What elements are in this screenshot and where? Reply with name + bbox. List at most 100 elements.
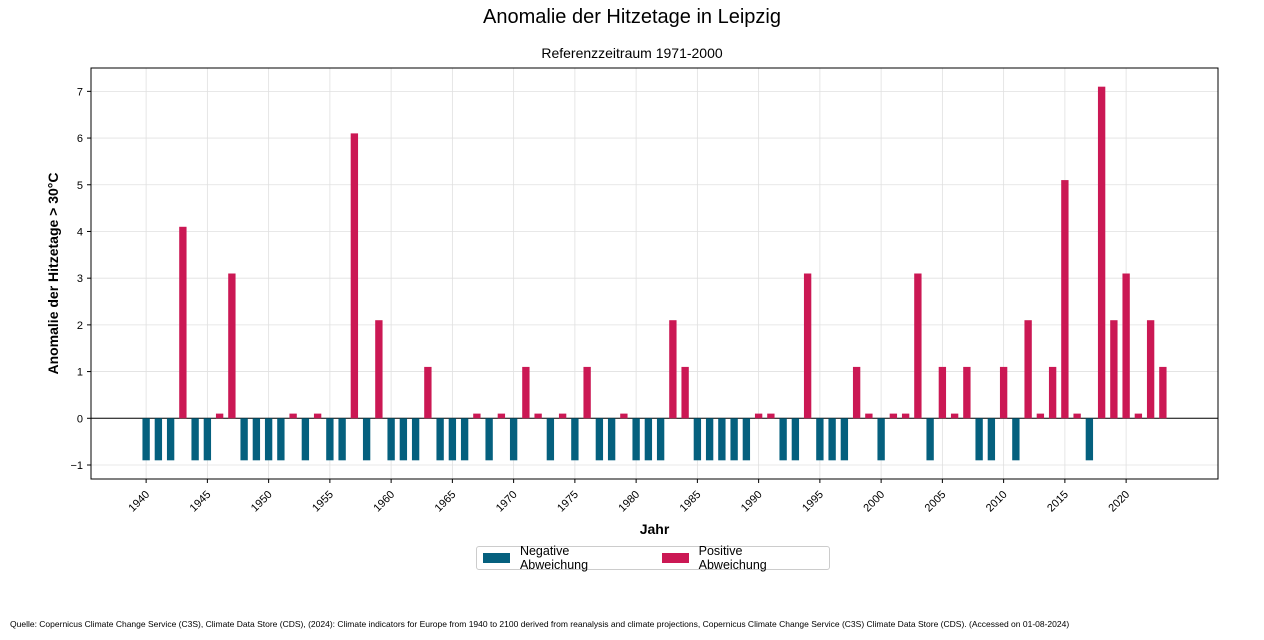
bar-negative-2009 [987, 418, 996, 461]
bar-positive-1946 [215, 413, 224, 419]
bar-negative-1996 [828, 418, 836, 461]
x-tick-label: 2020 [1106, 489, 1132, 515]
bar-positive-1991 [767, 413, 775, 419]
x-tick-label: 1955 [310, 489, 336, 515]
chart-suptitle: Anomalie der Hitzetage in Leipzig [483, 6, 781, 28]
bar-positive-1972 [534, 413, 542, 419]
plot-frame [90, 67, 1219, 480]
bar-positive-2018 [1097, 86, 1106, 419]
bar-negative-1955 [326, 418, 334, 461]
legend-swatch-negative [483, 553, 510, 563]
bar-positive-1983 [669, 320, 677, 419]
bar-negative-1980 [632, 418, 640, 461]
bar-positive-2021 [1134, 413, 1143, 419]
bar-negative-1941 [154, 418, 163, 461]
bar-positive-1994 [803, 273, 812, 419]
bar-negative-1992 [779, 418, 787, 461]
legend-item-negative: Negative Abweichung [483, 544, 636, 572]
y-tick-label: 5 [77, 180, 83, 192]
bar-negative-1953 [301, 418, 310, 461]
bar-negative-1988 [730, 418, 738, 461]
bar-negative-1993 [791, 418, 800, 461]
x-tick-label: 1945 [188, 489, 214, 515]
bar-negative-1989 [742, 418, 751, 461]
y-axis-label: Anomalie der Hitzetage > 30°C [45, 172, 61, 374]
bar-negative-1949 [252, 418, 261, 461]
bar-positive-2020 [1122, 273, 1130, 419]
x-tick-label: 1975 [555, 489, 581, 515]
x-tick-label: 1940 [126, 489, 152, 515]
bar-negative-1985 [693, 418, 702, 461]
bar-negative-1948 [240, 418, 248, 461]
y-tick-label: 6 [77, 133, 83, 145]
bar-positive-2019 [1110, 320, 1118, 419]
bar-positive-1954 [313, 413, 322, 419]
chart-legend: Negative Abweichung Positive Abweichung [476, 544, 830, 572]
x-axis-label: Jahr [640, 521, 670, 537]
bar-positive-2014 [1048, 366, 1057, 419]
bar-positive-2006 [950, 413, 959, 419]
bar-positive-1959 [375, 320, 383, 419]
bar-negative-1965 [448, 418, 457, 461]
x-tick-label: 1970 [494, 489, 520, 515]
bar-negative-1973 [546, 418, 555, 461]
bar-negative-1995 [816, 418, 824, 461]
bar-positive-1971 [522, 366, 530, 419]
bar-positive-1952 [289, 413, 297, 419]
bars-group [142, 86, 1167, 461]
bar-negative-1970 [509, 418, 518, 461]
bar-negative-1964 [436, 418, 444, 461]
source-citation: Quelle: Copernicus Climate Change Servic… [10, 619, 1070, 629]
bar-negative-1997 [840, 418, 849, 461]
bar-positive-2005 [938, 366, 947, 419]
bar-positive-1974 [558, 413, 567, 419]
bar-negative-1961 [399, 418, 408, 461]
bar-negative-1987 [718, 418, 726, 461]
bar-positive-2007 [963, 366, 971, 419]
bar-negative-1944 [191, 418, 199, 461]
bar-negative-1951 [277, 418, 285, 461]
bar-positive-2016 [1073, 413, 1081, 419]
x-tick-label: 1965 [433, 489, 459, 515]
x-tick-label: 1990 [739, 489, 765, 515]
bar-negative-1981 [644, 418, 653, 461]
y-tick-label: 7 [77, 86, 83, 98]
bar-positive-1998 [852, 366, 861, 419]
x-tick-label: 1980 [616, 489, 642, 515]
bar-positive-1957 [350, 133, 359, 419]
bar-negative-1975 [571, 418, 579, 461]
bar-positive-1947 [228, 273, 236, 419]
bar-positive-2010 [999, 366, 1008, 419]
y-tick-label: 2 [77, 320, 83, 332]
legend-item-positive: Positive Abweichung [661, 544, 809, 572]
legend-label-positive: Positive Abweichung [698, 544, 767, 572]
bar-positive-1963 [424, 366, 432, 419]
bar-positive-2022 [1146, 320, 1155, 419]
bar-negative-1950 [264, 418, 273, 461]
bar-positive-1999 [865, 413, 873, 419]
x-tick-label: 2000 [861, 489, 887, 515]
x-tick-label: 1950 [249, 489, 275, 515]
bar-negative-1960 [387, 418, 395, 461]
x-tick-label: 2005 [923, 489, 949, 515]
bar-positive-2015 [1061, 180, 1069, 419]
bar-negative-1968 [485, 418, 493, 461]
y-tick-label: 3 [77, 273, 83, 285]
bar-negative-1986 [705, 418, 714, 461]
bar-positive-2003 [914, 273, 922, 419]
y-tick-label: −1 [70, 460, 83, 472]
x-tick-label: 2015 [1045, 489, 1071, 515]
bar-negative-1982 [656, 418, 665, 461]
x-tick-label: 2010 [984, 489, 1010, 515]
bar-negative-1956 [338, 418, 346, 461]
x-tick-label: 1985 [678, 489, 704, 515]
legend-swatch-positive [661, 553, 689, 563]
bar-negative-1940 [142, 418, 150, 461]
bar-negative-1958 [362, 418, 371, 461]
bar-negative-1966 [460, 418, 469, 461]
bar-positive-2012 [1024, 320, 1032, 419]
bar-negative-1977 [595, 418, 604, 461]
bar-positive-1990 [754, 413, 763, 419]
bar-negative-1945 [203, 418, 212, 461]
x-tick-label: 1960 [371, 489, 397, 515]
